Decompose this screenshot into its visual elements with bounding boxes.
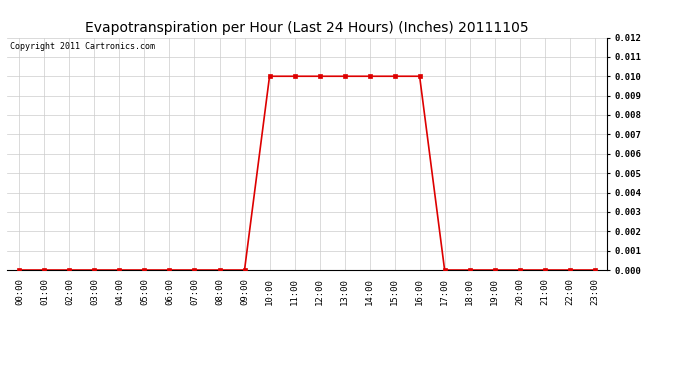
- Text: Copyright 2011 Cartronics.com: Copyright 2011 Cartronics.com: [10, 42, 155, 51]
- Title: Evapotranspiration per Hour (Last 24 Hours) (Inches) 20111105: Evapotranspiration per Hour (Last 24 Hou…: [86, 21, 529, 35]
